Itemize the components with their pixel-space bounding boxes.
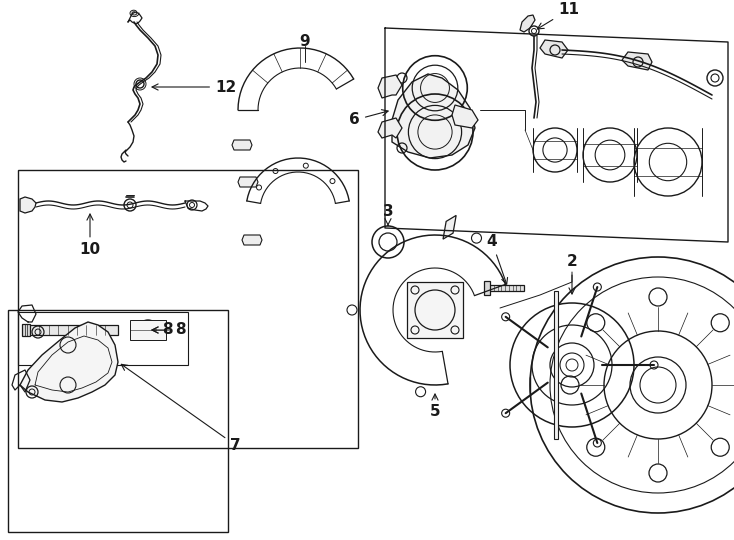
Bar — [18, 170, 358, 448]
Polygon shape — [520, 15, 535, 32]
Text: 12: 12 — [152, 79, 236, 94]
Text: 7: 7 — [121, 364, 241, 453]
Polygon shape — [484, 281, 490, 295]
Polygon shape — [407, 282, 463, 338]
Text: 2: 2 — [567, 254, 578, 294]
Text: 9: 9 — [299, 35, 310, 50]
Text: 8: 8 — [152, 322, 172, 338]
Polygon shape — [452, 105, 478, 128]
Bar — [8, 310, 228, 532]
Text: 10: 10 — [79, 214, 101, 258]
Polygon shape — [622, 52, 652, 70]
Text: 5: 5 — [429, 394, 440, 420]
Polygon shape — [20, 197, 36, 213]
Polygon shape — [392, 74, 475, 158]
Polygon shape — [232, 140, 252, 150]
Polygon shape — [443, 215, 456, 239]
Text: 6: 6 — [349, 110, 388, 127]
Text: 1: 1 — [0, 539, 1, 540]
Polygon shape — [238, 177, 258, 187]
Polygon shape — [20, 322, 118, 402]
Polygon shape — [22, 324, 30, 336]
Polygon shape — [130, 320, 166, 340]
Bar — [18, 312, 188, 365]
Polygon shape — [25, 325, 118, 335]
Text: 8: 8 — [152, 322, 186, 338]
Polygon shape — [488, 285, 524, 291]
Polygon shape — [540, 40, 568, 58]
Polygon shape — [554, 291, 558, 439]
Text: 11: 11 — [537, 3, 579, 29]
Polygon shape — [242, 235, 262, 245]
Text: 4: 4 — [487, 234, 507, 284]
Polygon shape — [378, 75, 402, 98]
Text: 3: 3 — [382, 205, 393, 225]
Polygon shape — [378, 118, 402, 138]
